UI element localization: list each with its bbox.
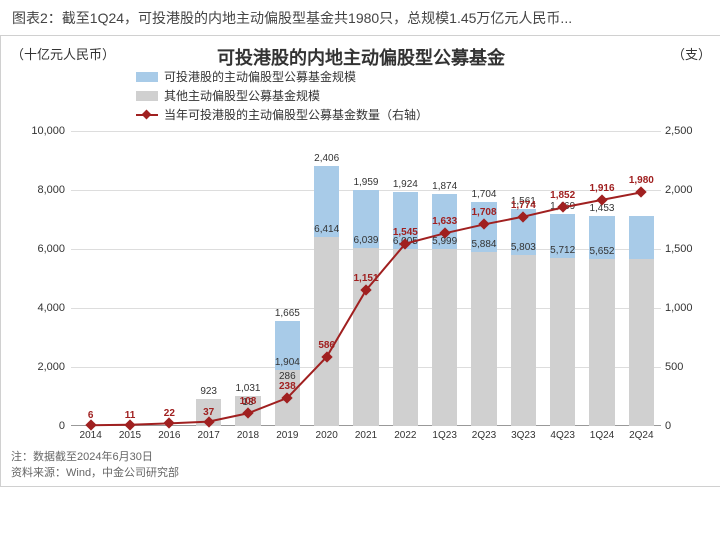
legend: 可投港股的主动偏股型公募基金规模 其他主动偏股型公募基金规模 当年可投港股的主动…	[136, 68, 428, 125]
x-tick: 2018	[237, 430, 259, 441]
x-tick: 2015	[119, 430, 141, 441]
x-tick: 2022	[394, 430, 416, 441]
line-label: 1,852	[550, 190, 575, 201]
x-tick: 2019	[276, 430, 298, 441]
ytick-left: 10,000	[23, 125, 65, 137]
ytick-left: 4,000	[23, 302, 65, 314]
plot-area: 02,0004,0006,0008,00010,00005001,0001,50…	[71, 131, 661, 426]
x-tick: 1Q24	[590, 430, 614, 441]
line-label: 108	[240, 396, 257, 407]
ytick-left: 0	[23, 420, 65, 432]
legend-item-3: 当年可投港股的主动偏股型公募基金数量（右轴）	[136, 106, 428, 123]
x-tick: 2021	[355, 430, 377, 441]
ytick-right: 1,500	[665, 243, 703, 255]
line-label: 1,151	[353, 273, 378, 284]
figure-caption: 图表2：截至1Q24，可投港股的内地主动偏股型基金共1980只，总规模1.45万…	[0, 0, 720, 36]
y-axis-left-label: （十亿元人民币）	[11, 44, 115, 63]
ytick-left: 8,000	[23, 184, 65, 196]
x-tick: 1Q23	[432, 430, 456, 441]
x-tick: 2020	[316, 430, 338, 441]
chart-panel: （十亿元人民币） 可投港股的内地主动偏股型公募基金 （支） 可投港股的主动偏股型…	[0, 35, 720, 487]
line-label: 1,545	[393, 227, 418, 238]
x-tick: 2Q23	[472, 430, 496, 441]
legend-swatch-bar-bottom	[136, 91, 158, 101]
y-axis-right-label: （支）	[672, 44, 711, 63]
line-label: 11	[125, 410, 136, 421]
x-tick: 2016	[158, 430, 180, 441]
ytick-right: 2,500	[665, 125, 703, 137]
line-label: 1,633	[432, 216, 457, 227]
x-tick: 2Q24	[629, 430, 653, 441]
x-tick: 2014	[80, 430, 102, 441]
line-label: 1,708	[471, 207, 496, 218]
legend-label-2: 其他主动偏股型公募基金规模	[164, 87, 320, 104]
x-tick: 2017	[198, 430, 220, 441]
ytick-right: 0	[665, 420, 703, 432]
ytick-left: 2,000	[23, 361, 65, 373]
legend-line-icon	[136, 114, 158, 116]
legend-item-1: 可投港股的主动偏股型公募基金规模	[136, 68, 428, 85]
legend-item-2: 其他主动偏股型公募基金规模	[136, 87, 428, 104]
line-label: 238	[279, 381, 296, 392]
chart-footer: 注：数据截至2024年6月30日 资料来源：Wind，中金公司研究部	[11, 448, 179, 480]
ytick-left: 6,000	[23, 243, 65, 255]
ytick-right: 1,000	[665, 302, 703, 314]
line-label: 1,916	[589, 183, 614, 194]
footer-source: 资料来源：Wind，中金公司研究部	[11, 464, 179, 480]
line-label: 37	[203, 407, 214, 418]
x-tick: 3Q23	[511, 430, 535, 441]
line-label: 22	[164, 408, 175, 419]
line-label: 1,980	[629, 175, 654, 186]
ytick-right: 500	[665, 361, 703, 373]
legend-label-1: 可投港股的主动偏股型公募基金规模	[164, 68, 356, 85]
legend-swatch-bar-top	[136, 72, 158, 82]
chart-container: 图表2：截至1Q24，可投港股的内地主动偏股型基金共1980只，总规模1.45万…	[0, 0, 720, 535]
ytick-right: 2,000	[665, 184, 703, 196]
line-label: 6	[88, 410, 94, 421]
x-tick: 4Q23	[550, 430, 574, 441]
footer-note: 注：数据截至2024年6月30日	[11, 448, 179, 464]
line-label: 1,774	[511, 200, 536, 211]
legend-label-3: 当年可投港股的主动偏股型公募基金数量（右轴）	[164, 106, 428, 123]
line-label: 586	[318, 340, 335, 351]
